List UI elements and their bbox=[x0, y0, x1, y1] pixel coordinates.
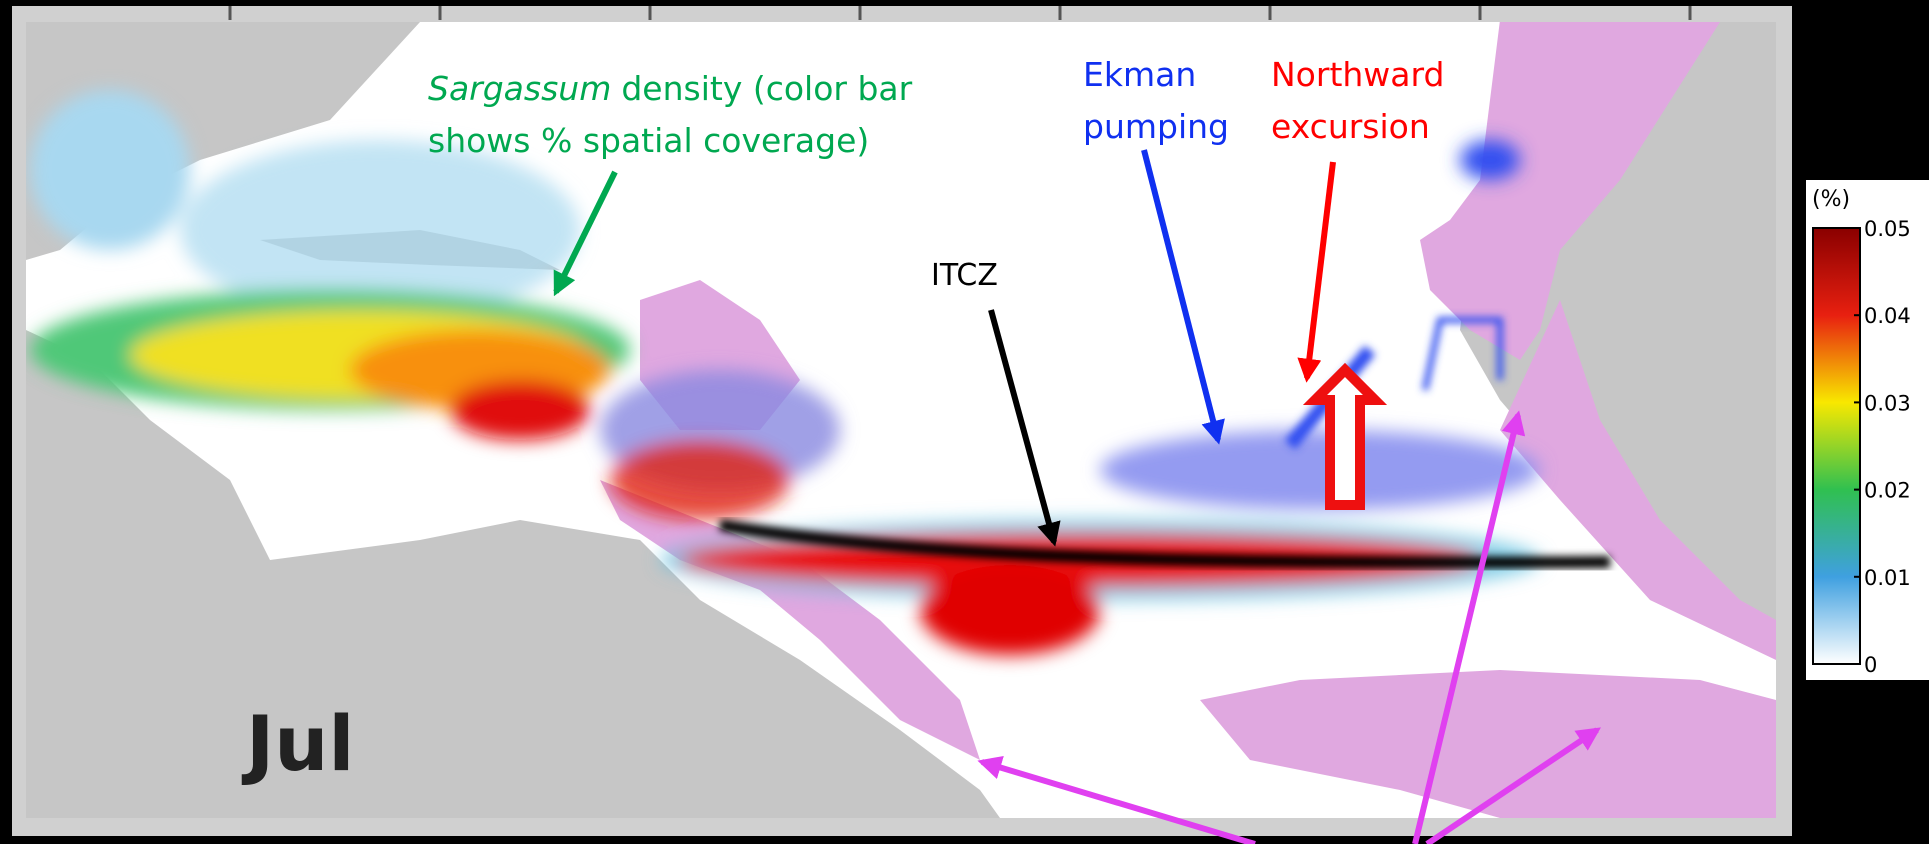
month-label: Jul bbox=[241, 699, 354, 788]
sargassum-italic: Sargassum bbox=[428, 69, 611, 108]
colorbar-tick-label: 0.02 bbox=[1864, 479, 1911, 503]
sargassum-line1: density (color bar bbox=[621, 69, 912, 108]
colorbar-tick-label: 0 bbox=[1864, 653, 1877, 677]
itcz-label: ITCZ bbox=[931, 258, 998, 293]
colorbar-tick-label: 0.05 bbox=[1864, 217, 1911, 241]
colorbar-tick-label: 0.03 bbox=[1864, 391, 1911, 415]
sargassum-line2: shows % spatial coverage) bbox=[428, 121, 869, 160]
colorbar-tick-label: 0.01 bbox=[1864, 566, 1911, 590]
ekman-line2: pumping bbox=[1083, 107, 1229, 146]
northward-line2: excursion bbox=[1271, 107, 1430, 146]
northward-line1: Northward bbox=[1271, 55, 1444, 94]
colorbar-unit: (%) bbox=[1812, 187, 1850, 212]
colorbar-tick-label: 0.04 bbox=[1864, 304, 1911, 328]
ekman-line1: Ekman bbox=[1083, 55, 1196, 94]
colorbar bbox=[1813, 228, 1860, 664]
figure: Jul Sargassum density (color bar shows % … bbox=[0, 0, 1929, 844]
sargassum-label: Sargassum density (color bar bbox=[428, 69, 913, 108]
